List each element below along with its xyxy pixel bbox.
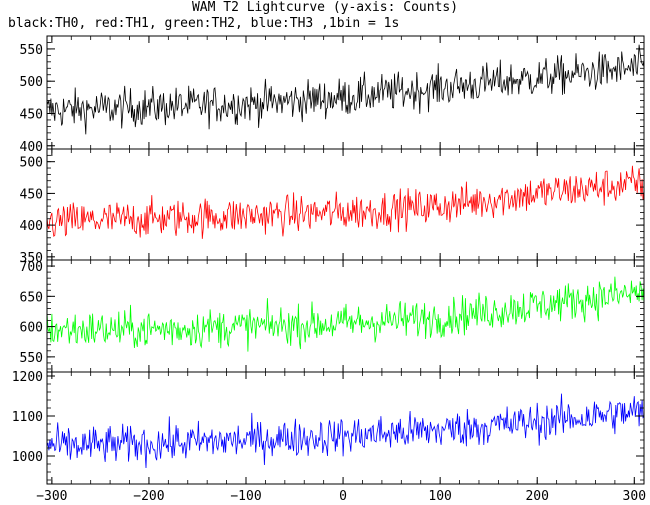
- x-tick-label: −100: [230, 489, 261, 504]
- chart-subtitle: black:TH0, red:TH1, green:TH2, blue:TH3 …: [8, 16, 400, 31]
- y-tick-label: 500: [20, 75, 43, 90]
- series-line-th2: [47, 276, 644, 352]
- y-tick-label: 400: [20, 219, 43, 234]
- frame-layer: [46, 35, 645, 485]
- x-tick-label: 200: [525, 489, 548, 504]
- y-tick-label: 1100: [12, 410, 43, 425]
- y-tick-label: 650: [20, 290, 43, 305]
- y-tick-label: 400: [20, 140, 43, 155]
- y-tick-label: 1200: [12, 370, 43, 385]
- tick-layer: [47, 35, 644, 484]
- x-tick-label: −200: [133, 489, 164, 504]
- series-line-th0: [47, 44, 644, 135]
- y-tick-label: 600: [20, 321, 43, 336]
- panel-frame-th3: [46, 371, 645, 485]
- series-line-th3: [47, 393, 644, 469]
- y-tick-label: 700: [20, 260, 43, 275]
- y-tick-label: 1000: [12, 450, 43, 465]
- series-layer: [47, 44, 644, 469]
- x-tick-label: 300: [623, 489, 646, 504]
- panel-frame-th1: [46, 148, 645, 261]
- y-tick-label: 550: [20, 351, 43, 366]
- x-tick-label: 0: [339, 489, 347, 504]
- x-tick-label: −300: [36, 489, 67, 504]
- y-tick-label: 550: [20, 43, 43, 58]
- x-tick-label: 100: [428, 489, 451, 504]
- label-layer: 4004505005503504004505005506006507001000…: [12, 43, 646, 504]
- y-tick-label: 500: [20, 156, 43, 171]
- y-tick-label: 450: [20, 187, 43, 202]
- y-tick-label: 350: [20, 251, 43, 266]
- series-line-th1: [47, 165, 644, 239]
- chart-title: WAM T2 Lightcurve (y-axis: Counts): [191, 0, 459, 15]
- y-tick-label: 450: [20, 107, 43, 122]
